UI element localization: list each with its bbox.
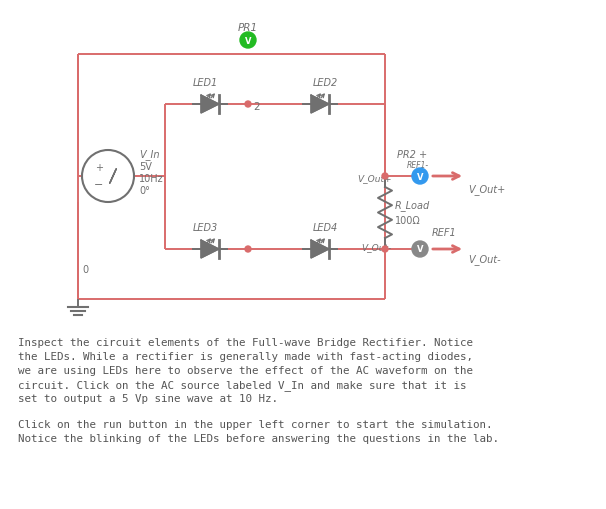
Text: Click on the run button in the upper left corner to start the simulation.: Click on the run button in the upper lef… [18,419,493,429]
Text: LED1: LED1 [192,78,218,88]
Text: Inspect the circuit elements of the Full-wave Bridge Rectifier. Notice: Inspect the circuit elements of the Full… [18,337,473,347]
Text: 0: 0 [82,265,88,274]
Text: 100Ω: 100Ω [395,215,421,225]
Text: V_In: V_In [139,149,159,160]
Text: V_Out-: V_Out- [362,243,392,252]
Circle shape [412,168,428,185]
Text: set to output a 5 Vp sine wave at 10 Hz.: set to output a 5 Vp sine wave at 10 Hz. [18,393,278,403]
Text: −: − [95,180,104,190]
Text: V: V [417,172,423,181]
Polygon shape [201,241,219,259]
Text: REF1: REF1 [432,228,457,238]
Text: R_Load: R_Load [395,200,430,211]
Circle shape [245,246,251,252]
Text: 5V: 5V [139,162,152,172]
Text: PR2 +: PR2 + [397,150,427,160]
Text: LED3: LED3 [192,222,218,233]
Text: Notice the blinking of the LEDs before answering the questions in the lab.: Notice the blinking of the LEDs before a… [18,433,499,443]
Text: V: V [245,37,251,45]
Polygon shape [311,96,329,114]
Text: V_Out-: V_Out- [468,254,501,265]
Polygon shape [201,96,219,114]
Circle shape [240,33,256,49]
Text: LED4: LED4 [312,222,338,233]
Text: LED2: LED2 [312,78,338,88]
Text: REF1-: REF1- [407,161,429,170]
Text: 2: 2 [253,102,259,112]
Text: we are using LEDs here to observe the effect of the AC waveform on the: we are using LEDs here to observe the ef… [18,365,473,375]
Text: V: V [417,245,423,254]
Polygon shape [311,241,329,259]
Text: PR1: PR1 [238,23,258,33]
Circle shape [382,174,388,180]
Text: +: + [95,163,103,173]
Circle shape [245,102,251,108]
Text: 10Hz: 10Hz [139,174,164,184]
Text: the LEDs. While a rectifier is generally made with fast-acting diodes,: the LEDs. While a rectifier is generally… [18,351,473,361]
Text: V_Out+: V_Out+ [358,174,392,183]
Text: V_Out+: V_Out+ [468,184,505,195]
Text: circuit. Click on the AC source labeled V_In and make sure that it is: circuit. Click on the AC source labeled … [18,379,467,390]
Text: 0°: 0° [139,186,150,195]
Circle shape [382,246,388,252]
Circle shape [412,242,428,258]
